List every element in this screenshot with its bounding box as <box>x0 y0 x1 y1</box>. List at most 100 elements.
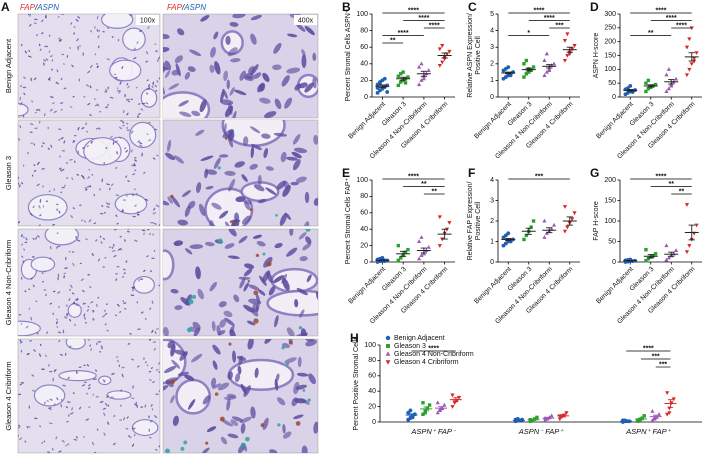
stain-dot <box>205 441 209 445</box>
nucleus <box>135 192 138 195</box>
point <box>425 406 430 410</box>
nucleus <box>69 288 71 291</box>
nucleus <box>165 152 176 161</box>
point <box>529 225 533 229</box>
nucleus <box>93 451 97 453</box>
nucleus <box>22 86 27 89</box>
nucleus <box>68 413 70 417</box>
nucleus <box>305 236 312 245</box>
nucleus <box>38 109 41 112</box>
lumen <box>83 137 122 166</box>
nucleus <box>279 213 287 226</box>
stain-dot <box>285 362 290 366</box>
nucleus <box>306 274 312 283</box>
tissue <box>163 120 318 226</box>
nucleus <box>61 439 65 443</box>
nucleus <box>191 353 203 363</box>
nucleus <box>30 123 34 125</box>
nucleus <box>38 224 41 226</box>
nucleus <box>286 247 298 257</box>
nucleus <box>71 64 74 68</box>
point <box>435 400 440 405</box>
nucleus <box>295 22 306 32</box>
point <box>542 418 548 422</box>
nucleus <box>297 356 302 368</box>
nucleus <box>179 351 188 361</box>
point <box>416 239 422 244</box>
nucleus <box>150 222 155 224</box>
nucleus <box>224 317 235 327</box>
nucleus <box>221 419 234 427</box>
nucleus <box>20 234 23 238</box>
nucleus <box>96 89 99 91</box>
y-tick-label: 100 <box>356 177 368 184</box>
nucleus <box>130 294 134 297</box>
nucleus <box>96 428 99 431</box>
point <box>642 414 646 418</box>
point <box>666 255 671 260</box>
nucleus <box>259 97 271 104</box>
sig-label: **** <box>544 15 555 22</box>
point <box>396 74 401 78</box>
nucleus <box>152 341 157 343</box>
stain-dot <box>170 379 175 385</box>
nucleus <box>73 301 76 305</box>
nucleus <box>102 314 106 318</box>
stain-fap: FAP <box>20 3 36 12</box>
tissue <box>163 339 318 453</box>
nucleus <box>148 378 152 381</box>
nucleus <box>109 135 113 139</box>
nucleus <box>42 142 45 145</box>
nucleus <box>49 108 53 112</box>
nucleus <box>219 319 227 328</box>
nucleus <box>62 63 65 65</box>
point <box>375 85 380 90</box>
point <box>408 408 413 413</box>
nucleus <box>304 25 315 36</box>
nucleus <box>59 353 63 356</box>
nucleus <box>44 14 47 19</box>
nucleus <box>47 126 49 130</box>
nucleus <box>70 22 73 25</box>
nucleus <box>134 169 137 172</box>
nucleus <box>193 327 201 336</box>
nucleus <box>33 22 37 25</box>
nucleus <box>85 122 87 126</box>
y-tick-label: 20 <box>360 242 368 249</box>
y-tick-label: 80 <box>360 27 368 34</box>
nucleus <box>36 161 40 166</box>
x-tick-label: Benign Adjacent <box>473 101 513 141</box>
nucleus <box>69 47 71 49</box>
nucleus <box>18 393 22 396</box>
nucleus <box>122 109 125 114</box>
nucleus <box>89 344 91 347</box>
nucleus <box>114 167 118 169</box>
nucleus <box>243 282 249 292</box>
nucleus <box>28 288 31 290</box>
nucleus <box>240 422 246 434</box>
nucleus <box>47 364 50 367</box>
y-tick-label: 40 <box>360 61 368 68</box>
point <box>426 244 431 249</box>
nucleus <box>56 208 58 212</box>
nucleus <box>119 120 122 122</box>
point <box>524 72 529 76</box>
point <box>522 62 526 66</box>
nucleus <box>308 373 316 385</box>
stain-dot <box>260 423 265 428</box>
nucleus <box>107 421 110 425</box>
nucleus <box>152 233 155 236</box>
nucleus <box>274 315 279 328</box>
nucleus <box>56 318 58 321</box>
y-tick-label: 20 <box>368 403 376 410</box>
nucleus <box>261 133 271 139</box>
nucleus <box>93 193 95 197</box>
nucleus <box>30 142 34 144</box>
nucleus <box>42 185 44 188</box>
row-label: Gleason 4 Cribriform <box>4 361 13 430</box>
nucleus <box>18 424 21 427</box>
nucleus <box>220 436 228 445</box>
nucleus <box>20 276 23 280</box>
point <box>673 76 679 81</box>
point <box>664 89 669 93</box>
